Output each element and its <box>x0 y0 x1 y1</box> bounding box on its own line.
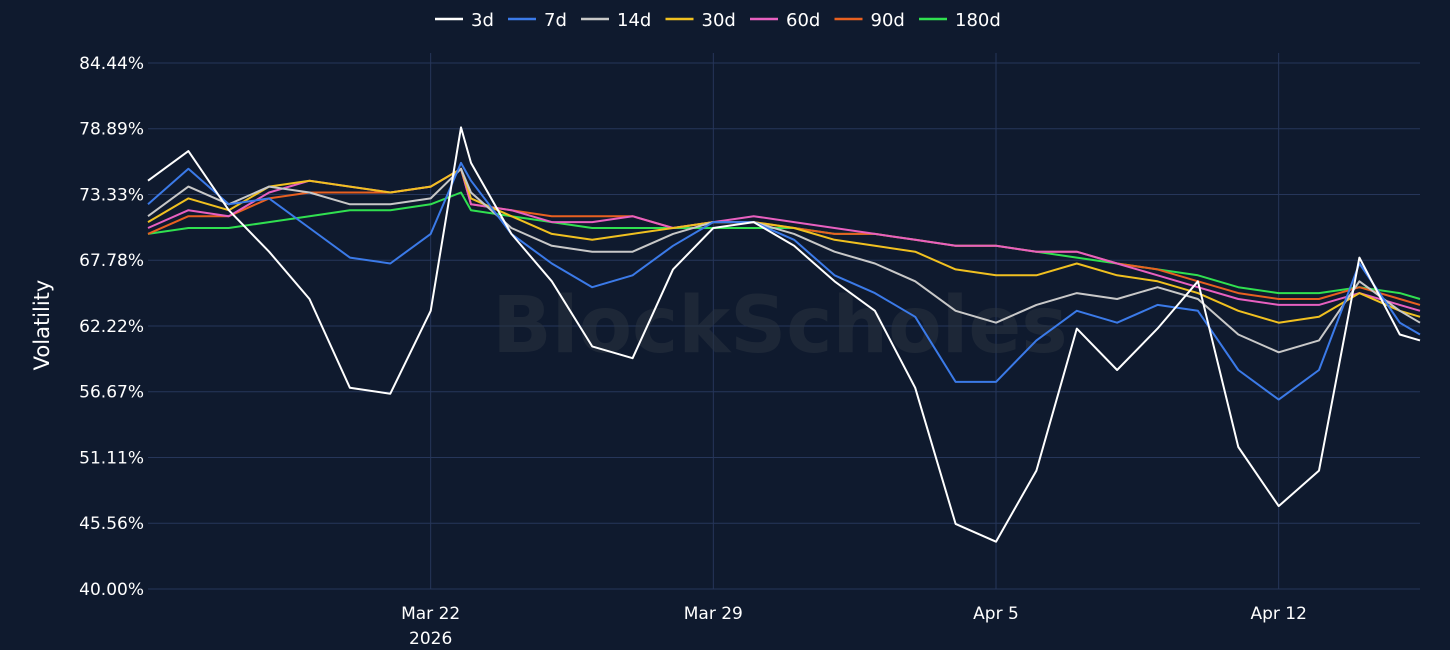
legend-item-7d[interactable]: 7d <box>508 10 567 31</box>
legend[interactable]: 3d 7d 14d 30d 60d 90d 180d <box>435 10 1001 31</box>
x-tick-label: Mar 29 <box>684 604 743 624</box>
legend-label: 90d <box>871 10 905 31</box>
series-line-30d <box>147 167 1421 324</box>
y-tick-label: 62.22% <box>79 317 144 337</box>
series-line-7d <box>147 161 1421 401</box>
y-tick-label: 51.11% <box>79 449 144 469</box>
y-tick-label: 78.89% <box>79 120 144 140</box>
x-tick-label: Apr 12 <box>1250 604 1306 624</box>
legend-item-3d[interactable]: 3d <box>435 10 494 31</box>
legend-label: 60d <box>786 10 820 31</box>
x-tick-sublabel: 2026 <box>409 629 452 649</box>
series-line-3d <box>147 126 1421 543</box>
y-tick-label: 84.44% <box>79 54 144 74</box>
legend-item-180d[interactable]: 180d <box>919 10 1001 31</box>
legend-label: 3d <box>471 10 494 31</box>
legend-item-30d[interactable]: 30d <box>665 10 736 31</box>
series-line-14d <box>147 167 1421 354</box>
legend-item-60d[interactable]: 60d <box>750 10 820 31</box>
y-tick-label: 67.78% <box>79 251 144 271</box>
legend-item-90d[interactable]: 90d <box>834 10 905 31</box>
y-tick-label: 45.56% <box>79 514 144 534</box>
legend-item-14d[interactable]: 14d <box>581 10 651 31</box>
watermark: BlockScholes <box>492 281 1067 371</box>
legend-label: 7d <box>544 10 567 31</box>
y-tick-label: 56.67% <box>79 383 144 403</box>
x-tick-label: Mar 22 <box>401 604 460 624</box>
y-axis-title: Volatility <box>30 280 54 371</box>
legend-label: 30d <box>702 10 736 31</box>
legend-label: 180d <box>955 10 1001 31</box>
x-axis-ticks: Mar 22 2026 Mar 29 Apr 5 Apr 12 <box>401 604 1307 649</box>
series-lines <box>147 126 1421 543</box>
y-axis-ticks: 40.00% 45.56% 51.11% 56.67% 62.22% 67.78% 73.3… <box>79 54 144 600</box>
y-tick-label: 40.00% <box>79 580 144 600</box>
grid <box>148 53 1420 590</box>
x-tick-label: Apr 5 <box>973 604 1019 624</box>
y-tick-label: 73.33% <box>79 186 144 206</box>
legend-label: 14d <box>617 10 651 31</box>
